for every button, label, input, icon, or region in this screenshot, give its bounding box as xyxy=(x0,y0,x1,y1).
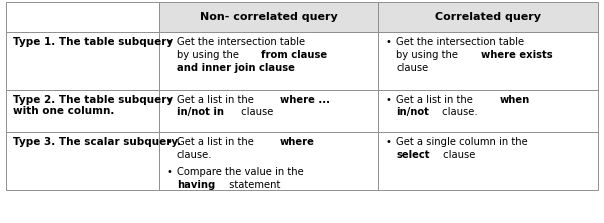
Text: select: select xyxy=(396,150,430,160)
Text: by using the: by using the xyxy=(396,50,461,60)
Text: by using the: by using the xyxy=(177,50,242,60)
Text: Correlated query: Correlated query xyxy=(435,12,541,22)
Text: Get a single column in the: Get a single column in the xyxy=(396,137,528,147)
Text: where: where xyxy=(280,137,315,147)
Bar xyxy=(378,2,598,32)
Text: Get the intersection table: Get the intersection table xyxy=(396,37,525,47)
Text: where ...: where ... xyxy=(280,95,330,105)
Text: clause.: clause. xyxy=(177,150,213,160)
Bar xyxy=(6,2,159,32)
Text: from clause: from clause xyxy=(261,50,327,60)
Text: in/not: in/not xyxy=(396,107,429,118)
Text: Get the intersection table: Get the intersection table xyxy=(177,37,305,47)
Text: Get a list in the: Get a list in the xyxy=(177,137,257,147)
Bar xyxy=(6,90,159,132)
Bar xyxy=(159,32,378,90)
Text: Compare the value in the: Compare the value in the xyxy=(177,167,304,177)
Bar xyxy=(378,32,598,90)
Bar xyxy=(159,132,378,190)
Text: •: • xyxy=(166,95,172,105)
Bar xyxy=(378,132,598,190)
Text: Get a list in the: Get a list in the xyxy=(396,95,477,105)
Text: clause.: clause. xyxy=(439,107,478,118)
Text: statement: statement xyxy=(226,180,281,190)
Bar xyxy=(378,90,598,132)
Text: •: • xyxy=(385,95,391,105)
Text: clause: clause xyxy=(237,107,273,118)
Text: having: having xyxy=(177,180,215,190)
Bar xyxy=(6,32,159,90)
Text: when: when xyxy=(500,95,530,105)
Text: Type 3. The scalar subquery.: Type 3. The scalar subquery. xyxy=(13,137,181,147)
Text: •: • xyxy=(166,137,172,147)
Bar xyxy=(6,132,159,190)
Text: clause: clause xyxy=(440,150,475,160)
Text: in/not in: in/not in xyxy=(177,107,224,118)
Text: •: • xyxy=(166,37,172,47)
Text: where exists: where exists xyxy=(481,50,552,60)
Text: Type 2. The table subquery
with one column.: Type 2. The table subquery with one colu… xyxy=(13,95,173,116)
Text: and inner join clause: and inner join clause xyxy=(177,62,295,72)
Text: Get a list in the: Get a list in the xyxy=(177,95,257,105)
Bar xyxy=(159,2,378,32)
Text: •: • xyxy=(166,167,172,177)
Bar xyxy=(159,90,378,132)
Text: Type 1. The table subquery: Type 1. The table subquery xyxy=(13,37,173,47)
Text: •: • xyxy=(385,37,391,47)
Text: clause: clause xyxy=(396,62,429,72)
Text: Non- correlated query: Non- correlated query xyxy=(200,12,338,22)
Text: •: • xyxy=(385,137,391,147)
